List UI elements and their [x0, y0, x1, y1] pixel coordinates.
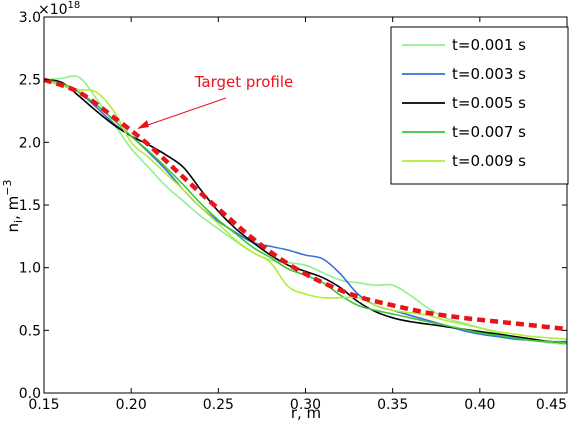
x-tick-label: 0.45 [536, 397, 567, 413]
x-tick-label: 0.15 [28, 397, 59, 413]
series-line-5 [43, 78, 568, 340]
x-tick-label: 0.20 [116, 397, 147, 413]
annotation-target-profile: Target profile [194, 73, 294, 91]
y-tick-label: 1.5 [19, 198, 41, 214]
legend-label-1: t=0.001 s [452, 36, 526, 54]
legend: t=0.001 s t=0.003 s t=0.005 s t=0.007 s t=0.… [390, 26, 569, 185]
y-tick-label: 0.0 [19, 386, 41, 402]
annotation-arrowhead [137, 120, 149, 129]
y-tick-label: 2.0 [19, 135, 41, 151]
x-tick-label: 0.35 [377, 397, 408, 413]
x-axis-label: r, m [291, 404, 321, 422]
x-tick-label: 0.40 [464, 397, 495, 413]
x-tick-label: 0.25 [203, 397, 234, 413]
legend-box [390, 26, 569, 185]
target-profile-layer [43, 77, 568, 332]
y-tick-label: 1.0 [19, 261, 41, 277]
y-multiplier: ×1018 [38, 0, 80, 18]
legend-label-4: t=0.007 s [452, 123, 526, 141]
y-tick-label: 2.5 [19, 73, 41, 89]
y-axis-label: ni, m−3 [1, 180, 25, 233]
legend-label-2: t=0.003 s [452, 65, 526, 83]
axis-ticks: 0.15 0.20 0.25 0.30 0.35 0.40 0.45 0.0 0.5 1.0 1.5… [19, 10, 568, 413]
plot-lines [43, 75, 568, 345]
y-tick-label: 0.5 [19, 323, 41, 339]
x-tick-label: 0.30 [290, 397, 321, 413]
legend-label-3: t=0.005 s [452, 94, 526, 112]
target-profile-line [43, 77, 568, 332]
y-tick-label: 3.0 [19, 10, 41, 26]
legend-label-5: t=0.009 s [452, 152, 526, 170]
annotation-arrow [141, 97, 227, 128]
